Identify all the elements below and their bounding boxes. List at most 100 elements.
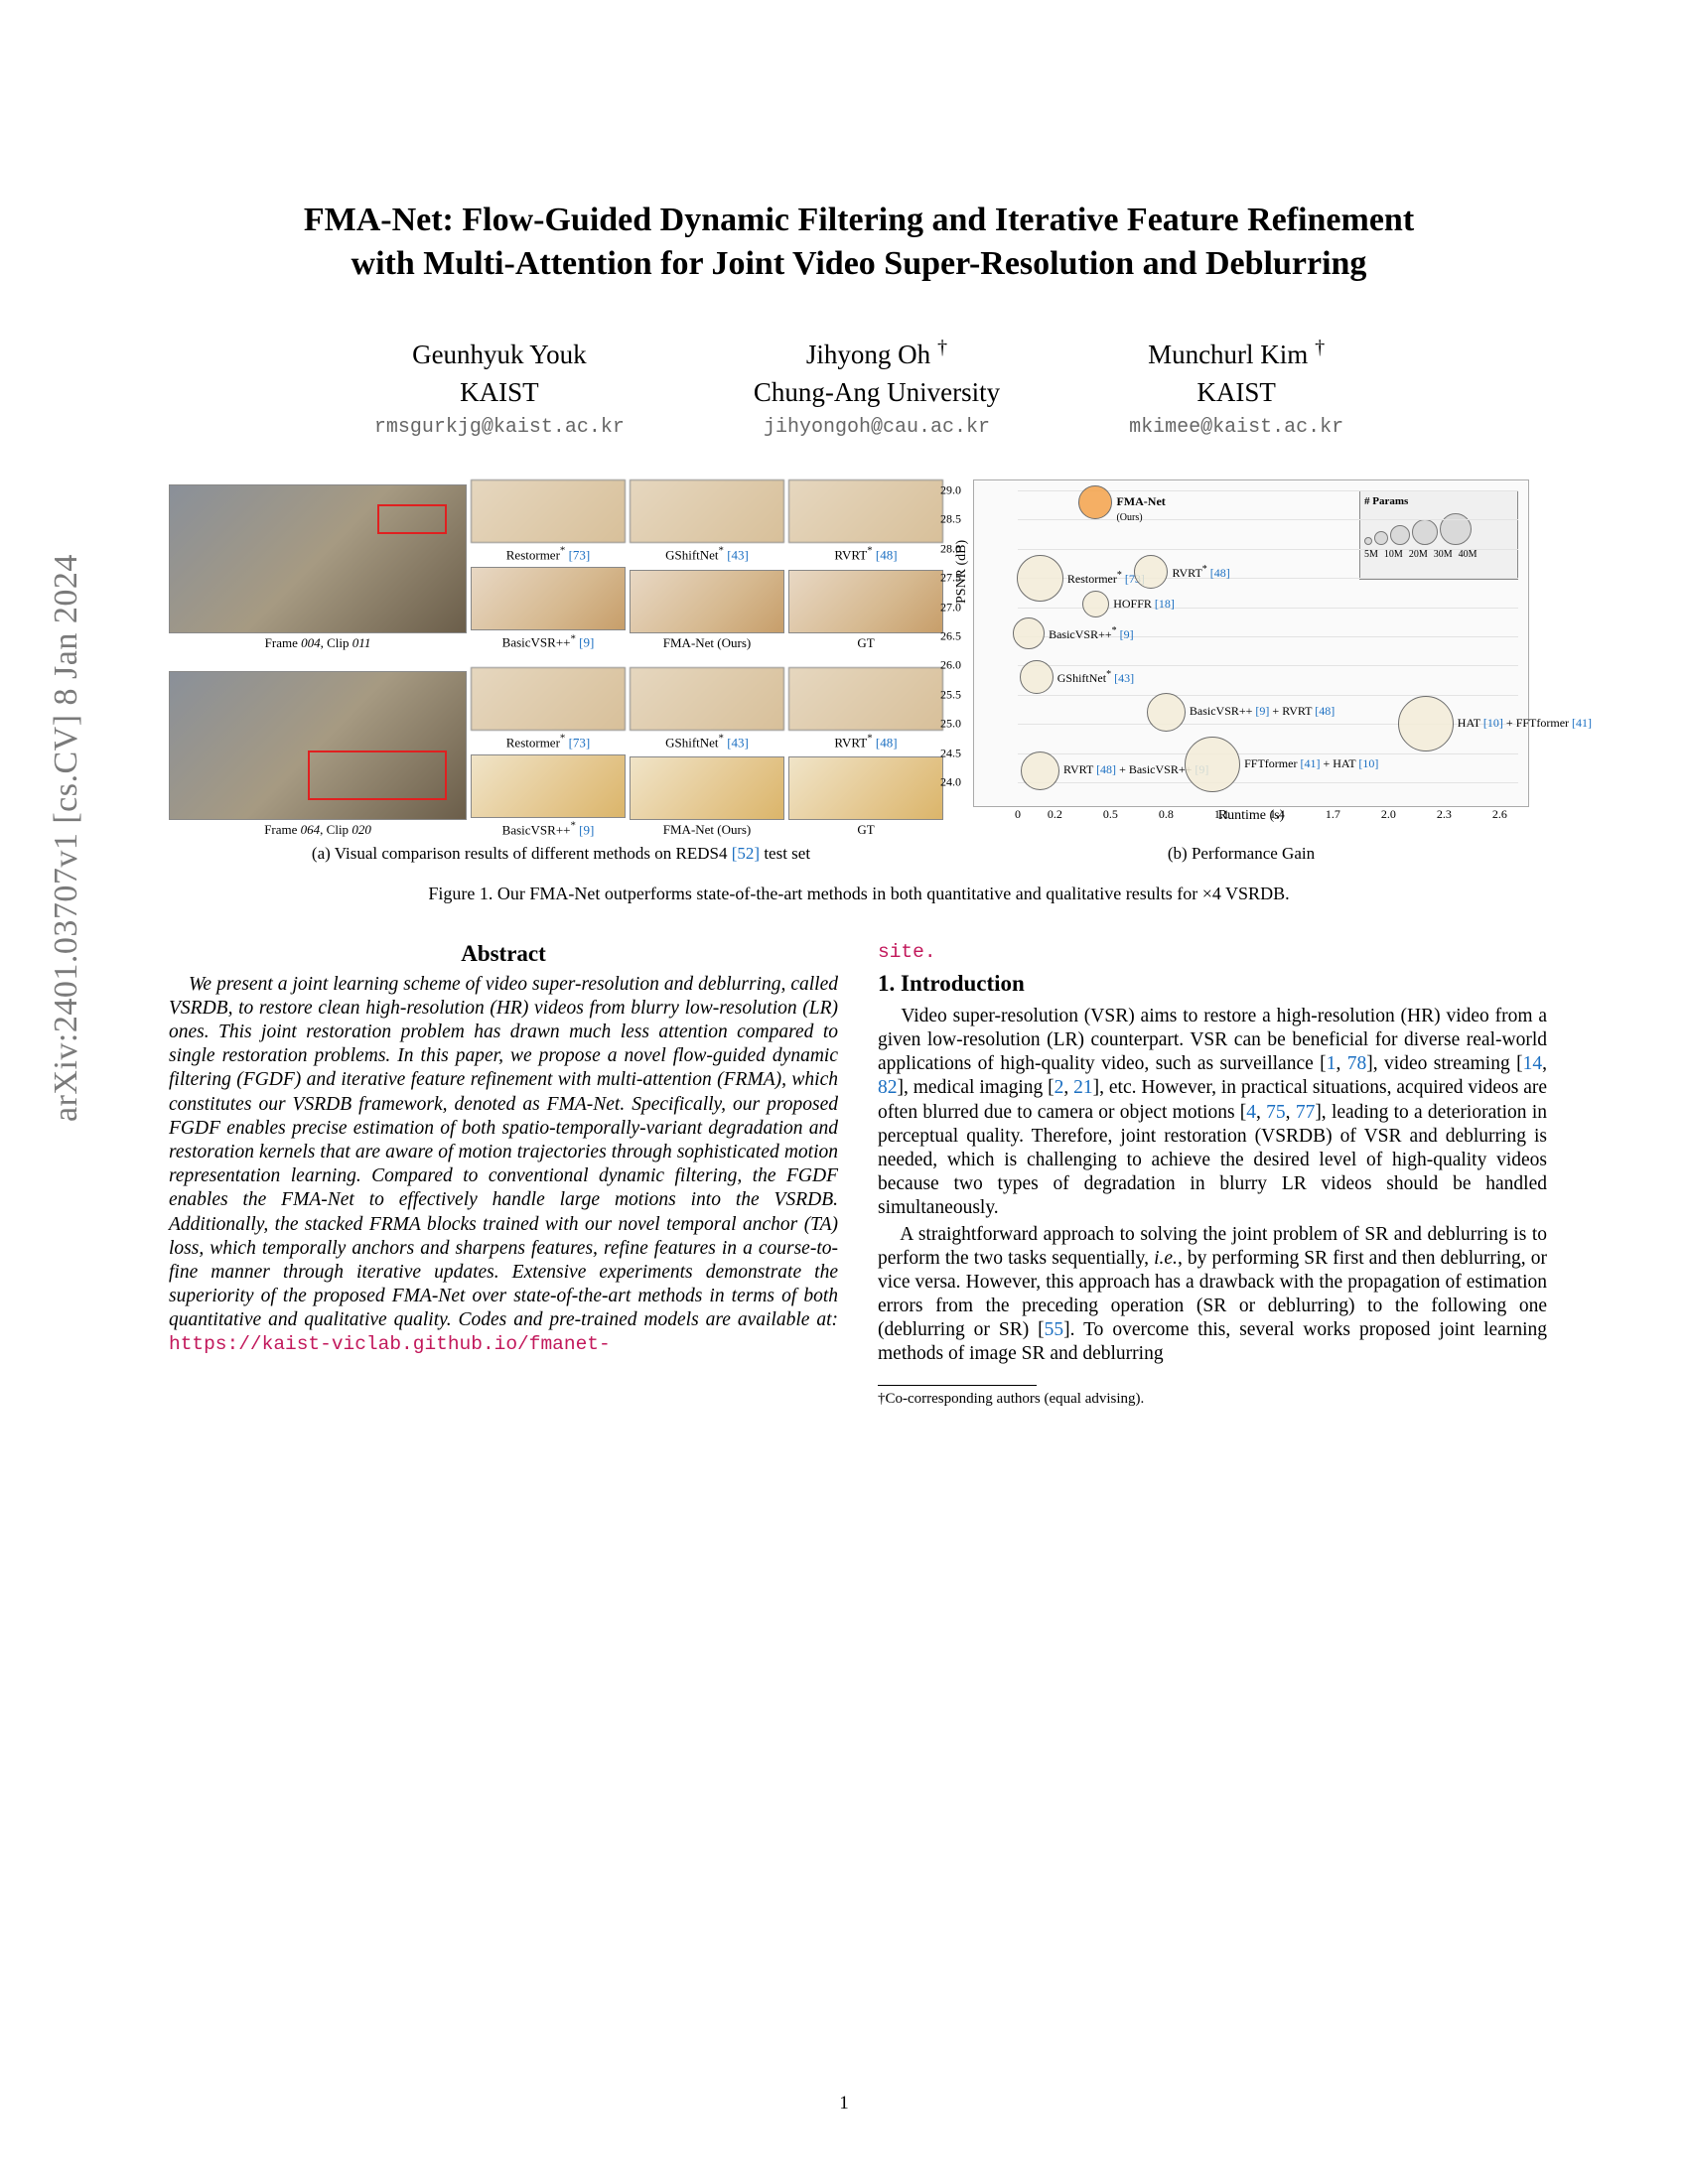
ref[interactable]: 82 bbox=[878, 1077, 898, 1098]
site-link-cont[interactable]: site bbox=[878, 941, 924, 963]
method-thumbnail bbox=[471, 754, 626, 818]
legend-bubble bbox=[1390, 525, 1410, 545]
legend-size-label: 40M bbox=[1459, 549, 1477, 560]
bubble-label: FMA-Net(Ours) bbox=[1116, 494, 1165, 524]
thumb-caption: Restormer* [73] bbox=[471, 543, 626, 563]
ref[interactable]: 14 bbox=[1523, 1053, 1543, 1074]
t: , bbox=[1063, 1077, 1073, 1098]
authors-row: Geunhyuk Youk KAIST rmsgurkjg@kaist.ac.k… bbox=[169, 334, 1549, 444]
method-thumbnail bbox=[471, 567, 626, 630]
method-thumbnail bbox=[471, 667, 626, 731]
author-block-3: Munchurl Kim † KAIST mkimee@kaist.ac.kr bbox=[1129, 334, 1343, 444]
chart-bubble bbox=[1013, 617, 1045, 649]
footnote: †Co-corresponding authors (equal advisin… bbox=[878, 1390, 1547, 1409]
thumb-caption: GShiftNet* [43] bbox=[630, 543, 784, 563]
method-thumbnail bbox=[630, 667, 784, 731]
legend-bubble bbox=[1364, 537, 1372, 545]
legend-size-label: 10M bbox=[1384, 549, 1403, 560]
t: ], medical imaging [ bbox=[898, 1077, 1055, 1098]
abstract-heading: Abstract bbox=[169, 940, 838, 969]
chart-bubble bbox=[1078, 485, 1112, 519]
paper-page: FMA-Net: Flow-Guided Dynamic Filtering a… bbox=[169, 199, 1549, 1408]
ytick: 25.0 bbox=[940, 717, 961, 732]
method-thumbnail bbox=[788, 667, 943, 731]
legend-bubble bbox=[1412, 519, 1438, 545]
intro-para-2: A straightforward approach to solving th… bbox=[878, 1223, 1547, 1367]
thumb-caption: RVRT* [48] bbox=[788, 543, 943, 563]
figure-caption: Figure 1. Our FMA-Net outperforms state-… bbox=[169, 884, 1549, 904]
frame-caption: Frame 004, Clip 011 bbox=[169, 633, 467, 651]
xtick: 0.8 bbox=[1159, 807, 1174, 822]
ref[interactable]: 75 bbox=[1266, 1102, 1286, 1123]
title-line-2: with Multi-Attention for Joint Video Sup… bbox=[352, 245, 1367, 282]
ref[interactable]: 77 bbox=[1296, 1102, 1316, 1123]
method-thumbnail bbox=[630, 479, 784, 543]
dagger: † bbox=[937, 337, 947, 358]
xtick: 0.2 bbox=[1048, 807, 1062, 822]
legend-size-label: 5M bbox=[1364, 549, 1378, 560]
ref[interactable]: 55 bbox=[1045, 1319, 1064, 1340]
chart-legend: # Params 5M10M20M30M40M bbox=[1359, 490, 1518, 580]
ref[interactable]: 21 bbox=[1073, 1077, 1093, 1098]
legend-bubble bbox=[1440, 513, 1472, 545]
dagger: † bbox=[1315, 337, 1325, 358]
xtick: 2.0 bbox=[1381, 807, 1396, 822]
ytick: 29.0 bbox=[940, 482, 961, 497]
t: , bbox=[1336, 1053, 1346, 1074]
ytick: 28.0 bbox=[940, 541, 961, 556]
right-column: site. 1. Introduction Video super-resolu… bbox=[878, 940, 1547, 1408]
paper-title: FMA-Net: Flow-Guided Dynamic Filtering a… bbox=[169, 199, 1549, 286]
bubble-label: FFTformer [41] + HAT [10] bbox=[1244, 756, 1378, 771]
bubble-label: GShiftNet* [43] bbox=[1057, 669, 1134, 686]
xtick: 1.1 bbox=[1214, 807, 1229, 822]
author-affil: Chung-Ang University bbox=[754, 374, 1000, 412]
chart-bubble bbox=[1021, 751, 1059, 790]
bubble-label: BasicVSR++ [9] + RVRT [48] bbox=[1190, 704, 1335, 719]
thumb-caption: GShiftNet* [43] bbox=[630, 731, 784, 751]
xtick: 0.5 bbox=[1103, 807, 1118, 822]
thumb-caption: GT bbox=[788, 820, 943, 838]
arxiv-stamp: arXiv:2401.03707v1 [cs.CV] 8 Jan 2024 bbox=[48, 554, 85, 1122]
ytick: 24.0 bbox=[940, 774, 961, 789]
footnote-rule bbox=[878, 1385, 1037, 1386]
ref[interactable]: 4 bbox=[1246, 1102, 1256, 1123]
bubble-label: RVRT* [48] bbox=[1172, 564, 1229, 581]
method-thumbnail bbox=[471, 479, 626, 543]
method-thumbnail bbox=[788, 756, 943, 820]
ref[interactable]: 1 bbox=[1327, 1053, 1336, 1074]
ytick: 28.5 bbox=[940, 512, 961, 527]
ref[interactable]: 78 bbox=[1347, 1053, 1367, 1074]
subcaption-a: (a) Visual comparison results of differe… bbox=[169, 844, 953, 864]
abstract-body: We present a joint learning scheme of vi… bbox=[169, 974, 838, 1330]
author-affil: KAIST bbox=[1129, 374, 1343, 412]
chart-bubble bbox=[1134, 555, 1168, 589]
bubble-label: HAT [10] + FFTformer [41] bbox=[1458, 716, 1592, 731]
xtick: 0 bbox=[1015, 807, 1021, 822]
ytick: 25.5 bbox=[940, 687, 961, 702]
author-affil: KAIST bbox=[374, 374, 625, 412]
author-email: jihyongoh@cau.ac.kr bbox=[754, 412, 1000, 444]
abstract-url[interactable]: https://kaist-viclab.github.io/fmanet- bbox=[169, 1333, 611, 1355]
thumb-caption: GT bbox=[788, 633, 943, 651]
thumb-caption: Restormer* [73] bbox=[471, 731, 626, 751]
chart-bubble bbox=[1185, 737, 1240, 792]
chart-bubble bbox=[1147, 693, 1186, 732]
sample-frame bbox=[169, 671, 467, 820]
ref[interactable]: 2 bbox=[1055, 1077, 1064, 1098]
body-columns: Abstract We present a joint learning sch… bbox=[169, 940, 1549, 1408]
intro-para-1: Video super-resolution (VSR) aims to res… bbox=[878, 1005, 1547, 1221]
legend-title: # Params bbox=[1364, 495, 1513, 507]
xtick: 2.3 bbox=[1437, 807, 1452, 822]
thumb-caption: BasicVSR++* [9] bbox=[471, 818, 626, 838]
method-thumbnail bbox=[630, 756, 784, 820]
author-name: Munchurl Kim bbox=[1148, 340, 1308, 369]
thumb-caption: FMA-Net (Ours) bbox=[630, 633, 784, 651]
ie: i.e. bbox=[1154, 1248, 1178, 1269]
sample-frame bbox=[169, 484, 467, 633]
chart-bubble bbox=[1020, 660, 1054, 694]
t: , bbox=[1286, 1102, 1296, 1123]
bubble-label: Restormer* [73] bbox=[1067, 570, 1145, 587]
xtick: 2.6 bbox=[1492, 807, 1507, 822]
ytick: 27.0 bbox=[940, 600, 961, 614]
author-name: Geunhyuk Youk bbox=[412, 340, 587, 369]
